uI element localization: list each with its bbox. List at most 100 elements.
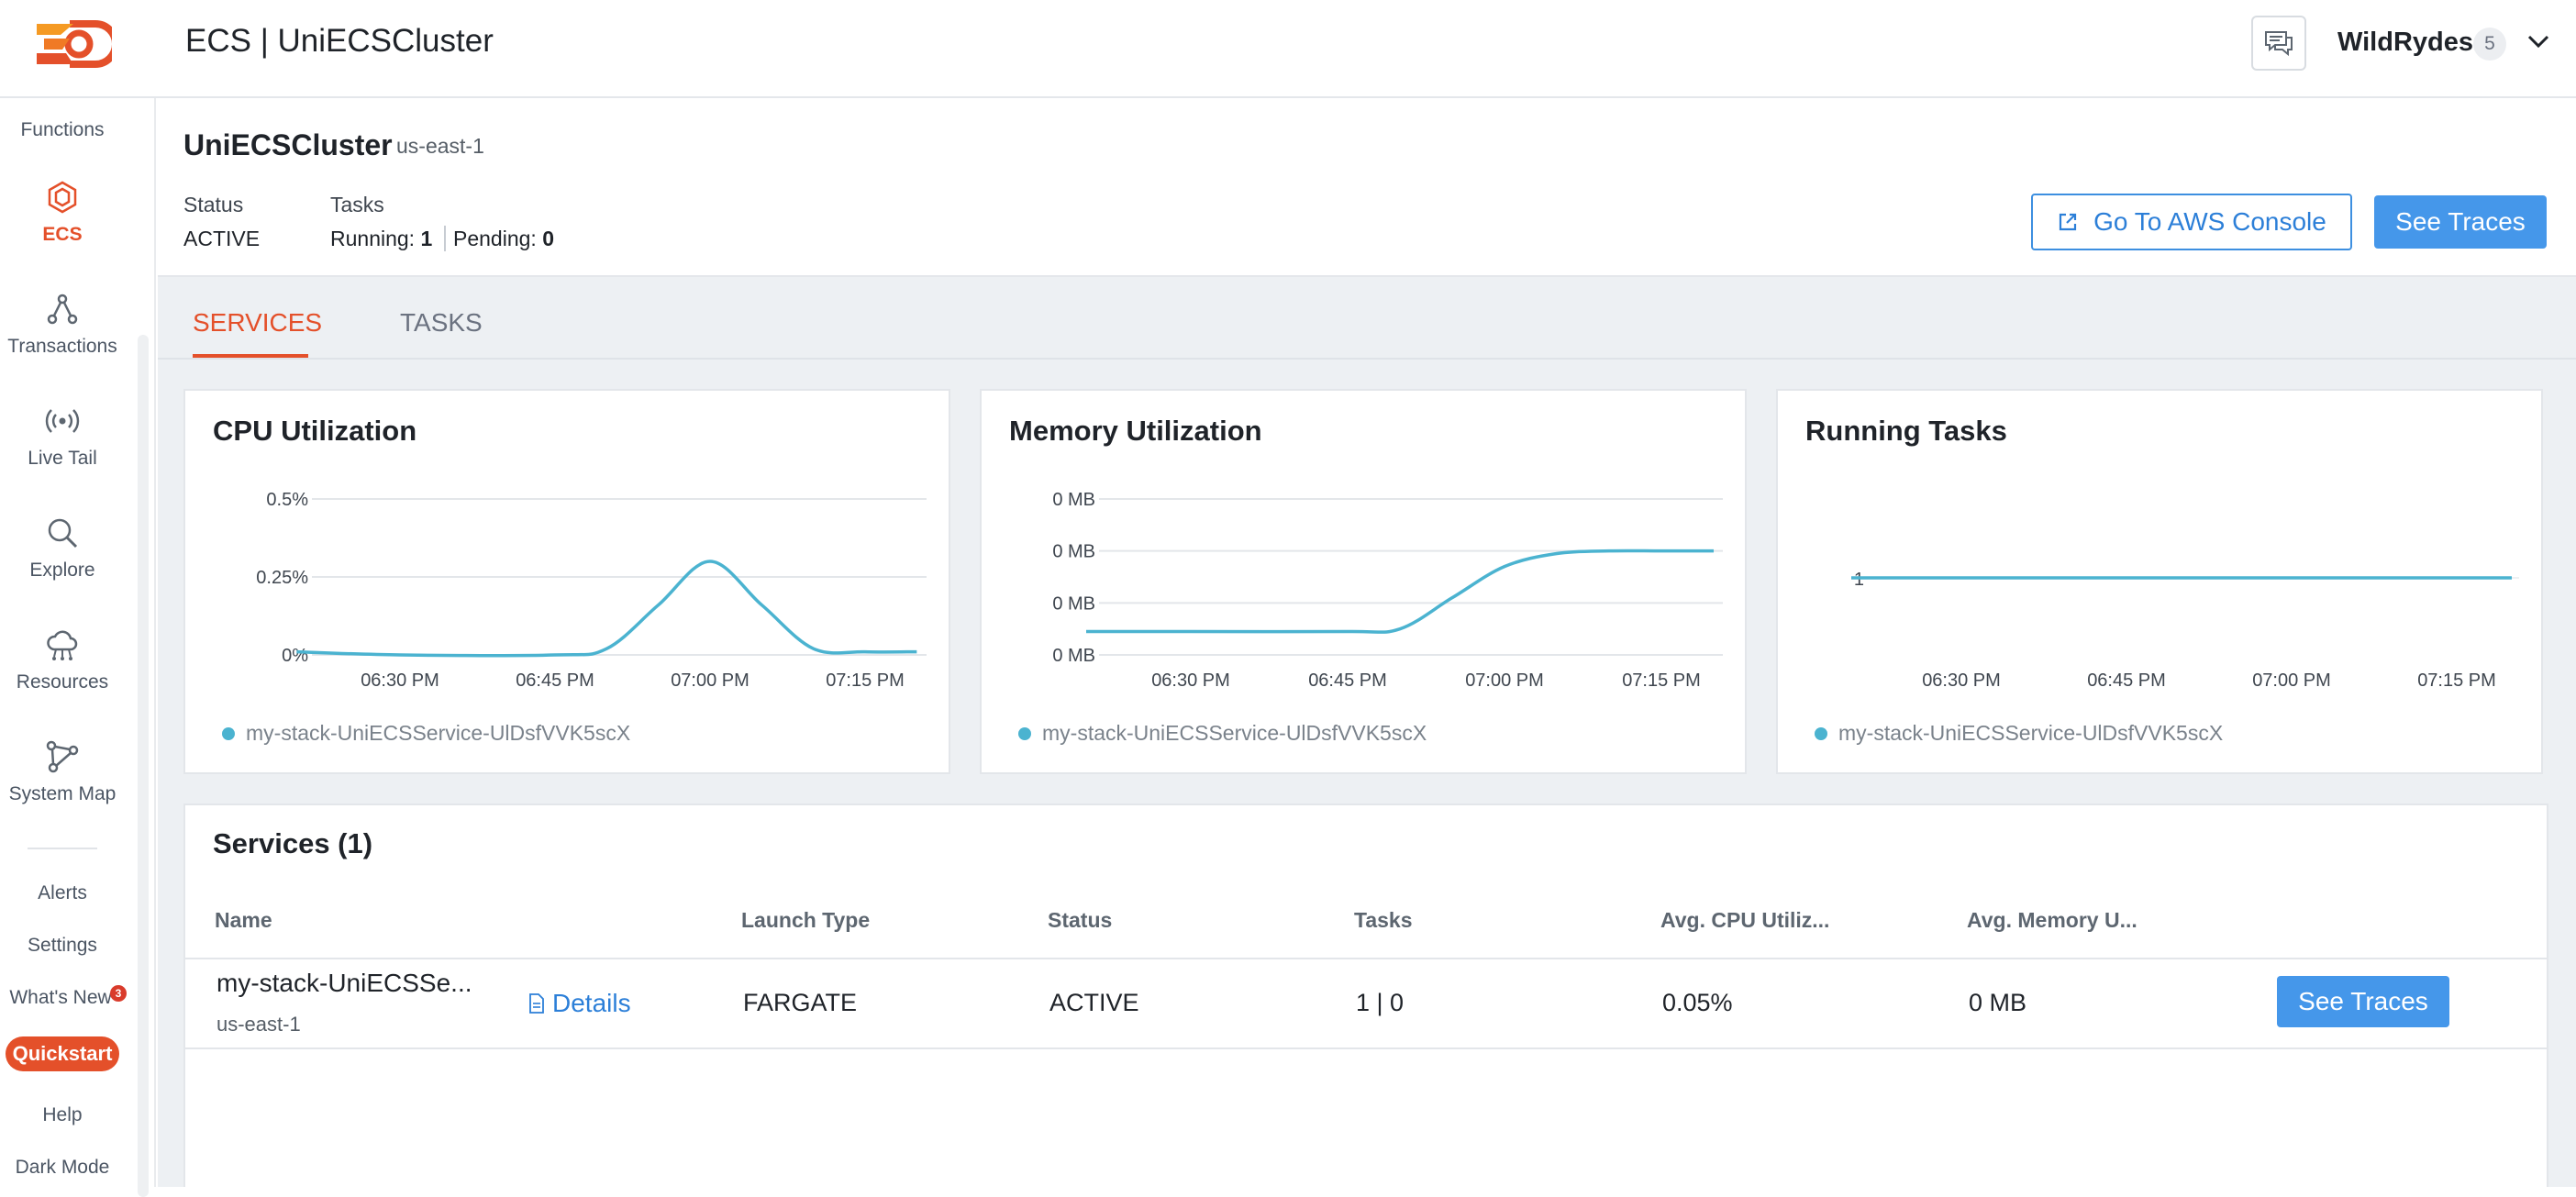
top-bar: ECS | UniECSCluster WildRydes 5 — [0, 0, 2576, 98]
sidebar-item-settings[interactable]: Settings — [28, 935, 97, 956]
cluster-region: us-east-1 — [396, 134, 484, 158]
tab-tasks[interactable]: TASKS — [400, 308, 483, 337]
sidebar-divider — [28, 848, 97, 849]
lumigo-logo[interactable] — [33, 18, 112, 70]
chart-title: Memory Utilization — [1009, 415, 1262, 447]
chart-legend[interactable]: my-stack-UniECSService-UlDsfVVK5scX — [1815, 721, 2223, 746]
go-to-aws-console-label: Go To AWS Console — [2093, 207, 2326, 236]
sidebar-item-label: Live Tail — [28, 448, 97, 469]
running-tasks-chart: 1 06:30 PM 06:45 PM 07:00 PM 07:15 PM — [1851, 570, 2519, 691]
sidebar-item-explore[interactable]: Explore — [0, 515, 125, 582]
sidebar-item-functions[interactable]: Functions — [0, 119, 125, 141]
x-tick-label: 07:00 PM — [2252, 671, 2331, 691]
x-tick-label: 07:00 PM — [671, 671, 749, 691]
x-tick-label: 06:45 PM — [516, 671, 594, 691]
services-panel: Services (1) Name Launch Type Status Tas… — [183, 804, 2548, 1187]
y-tick-label: 0% — [282, 646, 308, 666]
cell-avg-memory: 0 MB — [1969, 989, 2027, 1016]
sidebar-item-transactions[interactable]: Transactions — [0, 292, 125, 358]
x-tick-label: 07:15 PM — [2417, 671, 2496, 691]
service-name[interactable]: my-stack-UniECSSe... — [217, 969, 472, 997]
column-header-avg-cpu[interactable]: Avg. CPU Utiliz... — [1660, 908, 1830, 932]
tasks-separator — [444, 226, 446, 251]
go-to-aws-console-button[interactable]: Go To AWS Console — [2031, 194, 2352, 250]
sidebar-item-label: Explore — [29, 560, 95, 581]
live-tail-icon — [45, 409, 80, 433]
running-tasks-card: Running Tasks 1 06:30 PM 06:45 PM 07:00 PM 0… — [1776, 389, 2543, 774]
running-value: 1 — [420, 227, 433, 250]
status-value: ACTIVE — [183, 227, 261, 250]
y-tick-label: 0 MB — [1052, 646, 1095, 666]
x-tick-label: 07:15 PM — [1622, 671, 1701, 691]
tab-services[interactable]: SERVICES — [193, 308, 323, 337]
org-count-badge: 5 — [2473, 28, 2506, 61]
cpu-utilization-chart: 0.5% 0.25% 0% 06:30 PM 06:45 PM 07:00 PM 07:15… — [256, 490, 927, 691]
sidebar-item-system-map-content[interactable]: System Map — [0, 739, 125, 805]
series-line[interactable] — [296, 560, 917, 658]
transactions-icon — [47, 294, 78, 325]
column-header-launch-type[interactable]: Launch Type — [741, 908, 871, 932]
x-tick-label: 06:30 PM — [1151, 671, 1230, 691]
column-header-status[interactable]: Status — [1048, 908, 1113, 932]
cell-status: ACTIVE — [1049, 989, 1139, 1016]
chart-title: CPU Utilization — [213, 415, 417, 447]
search-icon — [48, 518, 78, 549]
running-label: Running: — [330, 227, 416, 250]
legend-dot — [1018, 726, 1031, 740]
sidebar-item-whats-new[interactable]: What's New — [9, 987, 112, 1008]
details-link[interactable]: Details — [528, 989, 631, 1018]
chat-button[interactable] — [2251, 16, 2306, 71]
column-header-tasks[interactable]: Tasks — [1354, 908, 1413, 932]
chevron-down-icon[interactable] — [2526, 33, 2550, 50]
y-tick-label: 0 MB — [1052, 490, 1095, 510]
sidebar-item-dark-mode[interactable]: Dark Mode — [15, 1157, 110, 1178]
org-name[interactable]: WildRydes — [2337, 28, 2473, 57]
sidebar-item-ecs[interactable]: ECS — [0, 180, 125, 246]
quickstart-button[interactable]: Quickstart — [6, 1036, 119, 1071]
sidebar-item-resources[interactable]: Resources — [0, 627, 125, 693]
see-traces-button[interactable]: See Traces — [2374, 195, 2547, 249]
sidebar-scrollbar[interactable] — [138, 335, 149, 1197]
tasks-label: Tasks — [330, 193, 384, 216]
system-map-icon — [46, 740, 79, 773]
x-tick-label: 06:30 PM — [361, 671, 439, 691]
sidebar-item-live-tail[interactable]: Live Tail — [0, 404, 125, 470]
page-title: ECS | UniECSCluster — [185, 23, 494, 59]
y-tick-label: 0 MB — [1052, 593, 1095, 614]
cell-avg-cpu: 0.05% — [1662, 989, 1733, 1016]
legend-label: my-stack-UniECSService-UlDsfVVK5scX — [246, 721, 631, 745]
pending-label: Pending: — [453, 227, 537, 250]
row-see-traces-button[interactable]: See Traces — [2277, 976, 2449, 1027]
cpu-utilization-card: CPU Utilization 0.5% 0.25% 0% 06:30 PM 06:45… — [183, 389, 950, 774]
tasks-running: Running: 1 — [330, 227, 432, 251]
chart-legend[interactable]: my-stack-UniECSService-UlDsfVVK5scX — [1018, 721, 1427, 746]
x-tick-label: 06:30 PM — [1922, 671, 2001, 691]
sidebar-item-label: Resources — [16, 671, 109, 693]
table-row-divider — [185, 1047, 2547, 1049]
column-header-name[interactable]: Name — [215, 908, 272, 932]
sidebar-item-label: ECS — [42, 224, 83, 245]
y-tick-label: 1 — [1854, 570, 1864, 590]
status-label: Status — [183, 193, 244, 216]
cell-launch-type: FARGATE — [743, 989, 858, 1016]
column-header-avg-memory[interactable]: Avg. Memory U... — [1967, 908, 2137, 932]
chart-legend[interactable]: my-stack-UniECSService-UlDsfVVK5scX — [222, 721, 630, 746]
sidebar-item-label: System Map — [8, 783, 117, 804]
document-icon — [529, 993, 544, 1014]
x-tick-label: 07:00 PM — [1465, 671, 1544, 691]
sidebar-item-label: Functions — [20, 119, 105, 140]
sidebar-item-alerts[interactable]: Alerts — [38, 882, 87, 903]
memory-utilization-chart: 0 MB 0 MB 0 MB 0 MB 06:30 PM 06:45 PM 07:00 PM… — [1052, 490, 1723, 691]
series-line[interactable] — [1086, 549, 1714, 634]
y-tick-label: 0.25% — [256, 568, 308, 588]
legend-label: my-stack-UniECSService-UlDsfVVK5scX — [1838, 721, 2224, 745]
x-tick-label: 06:45 PM — [2087, 671, 2166, 691]
y-tick-label: 0 MB — [1052, 542, 1095, 562]
sidebar-item-help[interactable]: Help — [42, 1104, 83, 1125]
tasks-pending: Pending: 0 — [453, 227, 554, 251]
legend-dot — [222, 726, 235, 740]
x-tick-label: 06:45 PM — [1308, 671, 1387, 691]
whats-new-badge: 3 — [110, 985, 127, 1002]
pending-value: 0 — [542, 227, 554, 250]
memory-utilization-card: Memory Utilization 0 MB 0 MB 0 MB 0 MB 06:30… — [980, 389, 1747, 774]
